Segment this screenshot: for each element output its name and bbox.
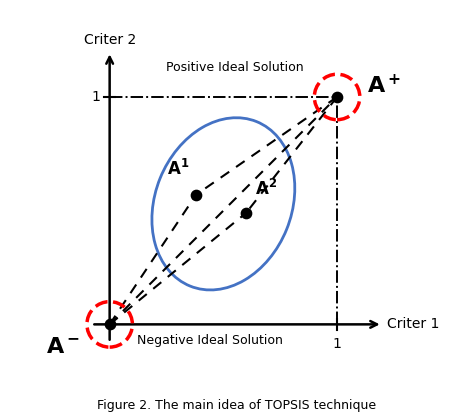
Point <box>242 210 250 216</box>
Text: $\mathbf{A^2}$: $\mathbf{A^2}$ <box>255 179 277 199</box>
Text: $\mathbf{A^+}$: $\mathbf{A^+}$ <box>366 74 401 97</box>
Point <box>333 94 341 100</box>
Text: $\mathbf{A^1}$: $\mathbf{A^1}$ <box>167 159 189 179</box>
Text: 1: 1 <box>91 90 100 104</box>
Point <box>106 321 113 328</box>
Text: Criter 1: Criter 1 <box>387 317 439 332</box>
Text: $\mathbf{A^-}$: $\mathbf{A^-}$ <box>46 337 80 357</box>
Text: Positive Ideal Solution: Positive Ideal Solution <box>166 61 303 74</box>
Text: 1: 1 <box>333 337 341 351</box>
Text: Figure 2. The main idea of TOPSIS technique: Figure 2. The main idea of TOPSIS techni… <box>98 399 376 412</box>
Text: Criter 2: Criter 2 <box>83 33 136 47</box>
Point <box>192 191 200 198</box>
Text: Negative Ideal Solution: Negative Ideal Solution <box>137 334 283 347</box>
